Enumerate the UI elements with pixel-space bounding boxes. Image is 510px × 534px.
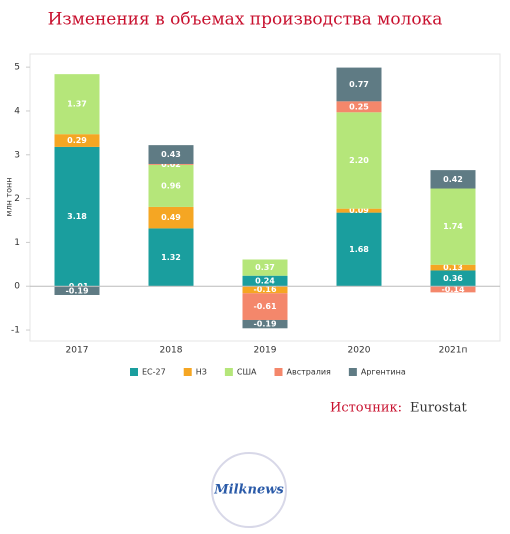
value-label: 0.37 xyxy=(255,263,275,272)
x-tick-label: 2020 xyxy=(348,346,371,356)
legend-label: Австралия xyxy=(287,368,332,377)
value-label: 0.29 xyxy=(67,136,87,145)
legend-label: НЗ xyxy=(196,368,207,377)
value-label: 0.36 xyxy=(443,274,463,283)
y-axis-label: млн тонн xyxy=(5,178,14,217)
value-label: 0.25 xyxy=(349,102,369,111)
value-label: 0.96 xyxy=(161,181,181,190)
chart-title: Изменения в объемах производства молока xyxy=(48,10,443,30)
source: Eurostat xyxy=(410,401,468,416)
value-label: 3.18 xyxy=(67,212,87,221)
y-tick-label: 3 xyxy=(14,150,20,160)
legend-label: США xyxy=(237,368,257,377)
y-tick-label: 1 xyxy=(14,238,20,248)
value-label: 0.24 xyxy=(255,276,275,285)
value-label: 1.37 xyxy=(67,100,87,109)
logo: Milknews xyxy=(213,483,284,498)
y-tick-label: 4 xyxy=(14,106,20,116)
value-label: 1.68 xyxy=(349,245,369,254)
value-label: 2.20 xyxy=(349,156,369,165)
value-label: 0.43 xyxy=(161,150,181,159)
value-label: 0.49 xyxy=(161,213,181,222)
value-label: -0.61 xyxy=(253,302,276,311)
y-tick-label: 2 xyxy=(14,194,20,204)
value-label: -0.19 xyxy=(65,286,88,295)
legend-swatch xyxy=(275,368,283,376)
x-tick-label: 2019 xyxy=(254,346,277,356)
legend-label: ЕС-27 xyxy=(142,368,166,377)
value-label: 0.77 xyxy=(349,80,369,89)
legend-swatch xyxy=(130,368,138,376)
value-label: 1.32 xyxy=(161,253,181,262)
x-tick-label: 2017 xyxy=(66,346,89,356)
value-label: -0.19 xyxy=(253,320,276,329)
y-tick-label: 5 xyxy=(14,63,20,73)
x-tick-label: 2018 xyxy=(160,346,183,356)
legend-swatch xyxy=(349,368,357,376)
legend-label: Аргентина xyxy=(361,368,406,377)
source-label: Источник: xyxy=(330,401,402,416)
legend-swatch xyxy=(225,368,233,376)
x-tick-label: 2021п xyxy=(439,346,468,356)
legend-swatch xyxy=(184,368,192,376)
y-tick-label: -1 xyxy=(11,326,20,336)
value-label: 0.42 xyxy=(443,175,463,184)
y-tick-label: 0 xyxy=(14,282,20,292)
value-label: 1.74 xyxy=(443,222,463,231)
